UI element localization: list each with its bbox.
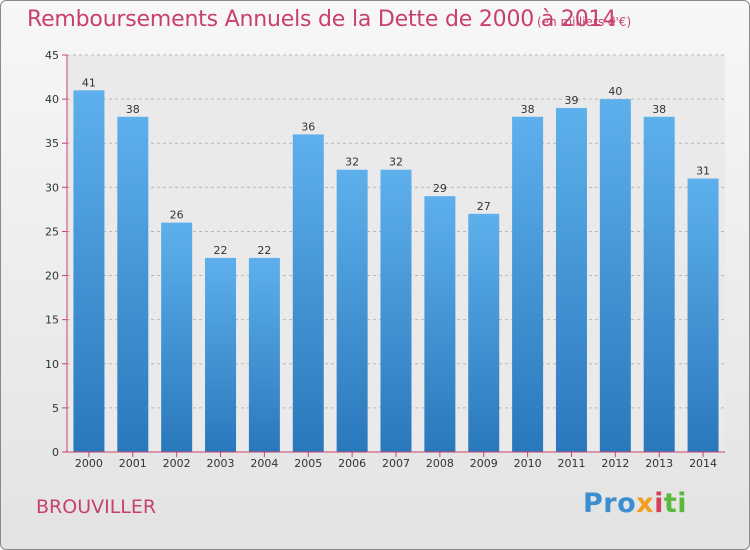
chart-subtitle: (en milliers d'€) bbox=[537, 15, 632, 29]
axes: 0 5 10 15 20 25 30 35 40 45 2000 2001 2002 2003 2004 20… bbox=[45, 49, 725, 470]
y-tick-label: 45 bbox=[45, 49, 59, 62]
bar-value-label: 31 bbox=[696, 165, 710, 178]
bar-value-label: 38 bbox=[126, 103, 140, 116]
y-tick-label: 25 bbox=[45, 225, 59, 238]
bar-value-label: 38 bbox=[521, 103, 535, 116]
bar bbox=[468, 213, 500, 452]
y-tick-label: 30 bbox=[45, 181, 59, 194]
x-tick-label: 2002 bbox=[163, 457, 191, 470]
bar-value-label: 26 bbox=[170, 209, 184, 222]
bar bbox=[643, 116, 675, 452]
bars: 41 38 26 22 22 36 32 32 29 27 38 39 40 38 31 bbox=[73, 76, 719, 453]
x-tick-label: 2010 bbox=[514, 457, 542, 470]
bar bbox=[512, 116, 544, 452]
chart-title: Remboursements Annuels de la Dette de 20… bbox=[27, 7, 617, 32]
bar bbox=[687, 178, 719, 452]
bar bbox=[336, 169, 368, 452]
y-tick-label: 20 bbox=[45, 270, 59, 283]
x-tick-label: 2000 bbox=[75, 457, 103, 470]
logo-part: i bbox=[654, 488, 664, 519]
bar bbox=[292, 134, 324, 452]
bar-value-label: 29 bbox=[433, 182, 447, 195]
y-tick-label: 15 bbox=[45, 314, 59, 327]
y-tick-label: 35 bbox=[45, 137, 59, 150]
bar bbox=[73, 90, 105, 453]
y-tick-label: 5 bbox=[52, 402, 59, 415]
y-tick-label: 40 bbox=[45, 93, 59, 106]
bar-value-label: 41 bbox=[82, 76, 96, 89]
x-tick-label: 2009 bbox=[470, 457, 498, 470]
bar-value-label: 38 bbox=[652, 103, 666, 116]
x-tick-label: 2013 bbox=[645, 457, 673, 470]
bar bbox=[424, 196, 456, 452]
x-tick-label: 2006 bbox=[338, 457, 366, 470]
x-tick-label: 2014 bbox=[689, 457, 717, 470]
x-tick-label: 2003 bbox=[207, 457, 235, 470]
bar bbox=[205, 257, 237, 452]
logo-part: Pro bbox=[583, 488, 637, 519]
bar-value-label: 27 bbox=[477, 200, 491, 213]
x-tick-label: 2004 bbox=[250, 457, 278, 470]
bar-value-label: 39 bbox=[564, 94, 578, 107]
bar-value-label: 36 bbox=[301, 120, 315, 133]
x-tick-label: 2007 bbox=[382, 457, 410, 470]
x-tick-label: 2008 bbox=[426, 457, 454, 470]
x-tick-label: 2005 bbox=[294, 457, 322, 470]
bar-value-label: 40 bbox=[608, 85, 622, 98]
bar-value-label: 22 bbox=[257, 244, 271, 257]
commune-name: BROUVILLER bbox=[36, 496, 157, 518]
y-tick-label: 10 bbox=[45, 358, 59, 371]
bar bbox=[161, 222, 193, 452]
bar-value-label: 32 bbox=[389, 156, 403, 169]
proxiti-logo[interactable]: Proxiti bbox=[583, 488, 687, 519]
logo-part: ti bbox=[663, 488, 688, 519]
bar-value-label: 32 bbox=[345, 156, 359, 169]
x-tick-label: 2001 bbox=[119, 457, 147, 470]
x-tick-label: 2012 bbox=[601, 457, 629, 470]
y-tick-label: 0 bbox=[52, 446, 59, 459]
bar bbox=[380, 169, 412, 452]
bar bbox=[117, 116, 149, 452]
x-tick-label: 2011 bbox=[557, 457, 585, 470]
logo-part: x bbox=[636, 488, 655, 519]
bar bbox=[555, 107, 587, 452]
bar-value-label: 22 bbox=[214, 244, 228, 257]
bar bbox=[248, 257, 280, 452]
bar bbox=[599, 99, 631, 452]
